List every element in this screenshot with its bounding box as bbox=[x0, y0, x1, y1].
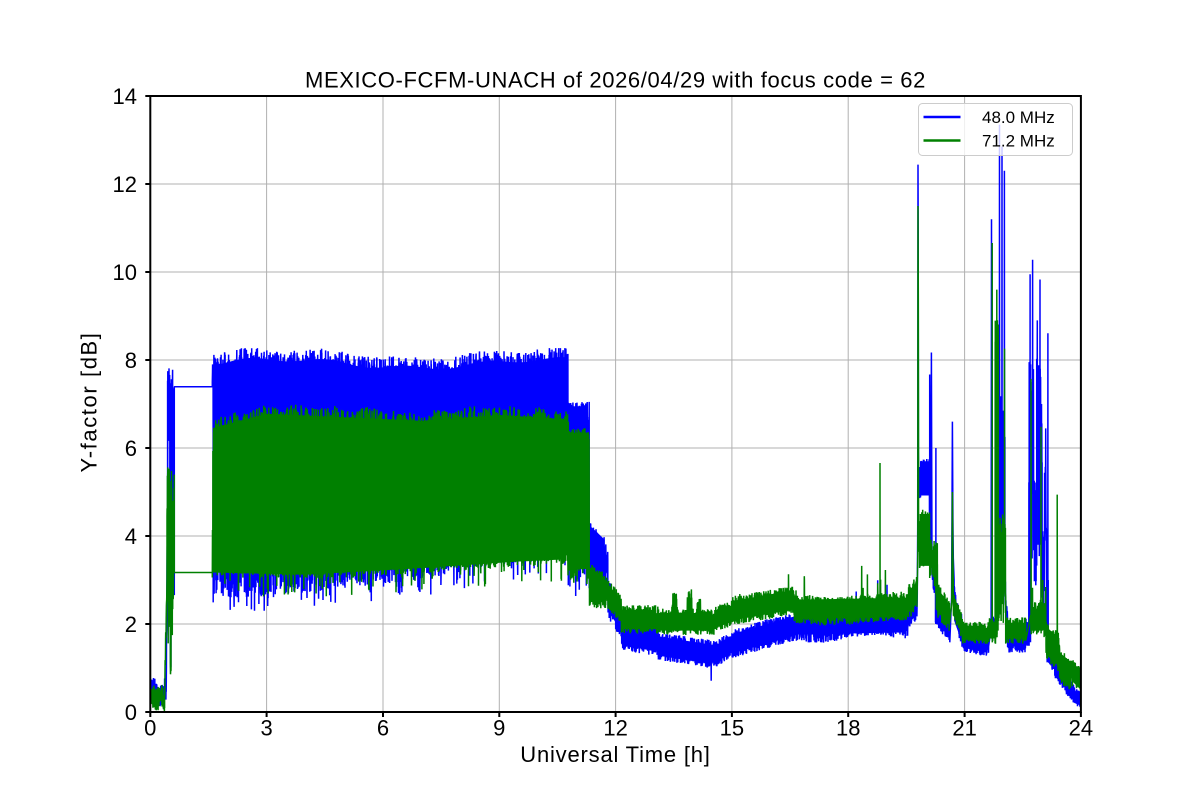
svg-text:12: 12 bbox=[603, 716, 627, 741]
svg-text:6: 6 bbox=[125, 436, 137, 461]
svg-text:0: 0 bbox=[144, 716, 156, 741]
svg-text:10: 10 bbox=[113, 260, 137, 285]
svg-text:2: 2 bbox=[125, 612, 137, 637]
svg-text:MEXICO-FCFM-UNACH of 2026/04/2: MEXICO-FCFM-UNACH of 2026/04/29 with foc… bbox=[305, 68, 926, 93]
svg-text:4: 4 bbox=[125, 524, 137, 549]
svg-text:12: 12 bbox=[113, 172, 137, 197]
svg-text:0: 0 bbox=[125, 700, 137, 725]
svg-text:48.0 MHz: 48.0 MHz bbox=[982, 108, 1055, 127]
svg-text:3: 3 bbox=[260, 716, 272, 741]
svg-text:8: 8 bbox=[125, 348, 137, 373]
svg-text:14: 14 bbox=[113, 84, 137, 109]
svg-text:18: 18 bbox=[836, 716, 860, 741]
svg-text:24: 24 bbox=[1069, 716, 1093, 741]
svg-text:9: 9 bbox=[493, 716, 505, 741]
svg-text:21: 21 bbox=[952, 716, 976, 741]
svg-text:15: 15 bbox=[720, 716, 744, 741]
svg-text:71.2 MHz: 71.2 MHz bbox=[982, 132, 1055, 151]
svg-text:Y-factor [dB]: Y-factor [dB] bbox=[77, 331, 102, 472]
svg-text:6: 6 bbox=[377, 716, 389, 741]
svg-text:Universal Time [h]: Universal Time [h] bbox=[520, 742, 710, 767]
